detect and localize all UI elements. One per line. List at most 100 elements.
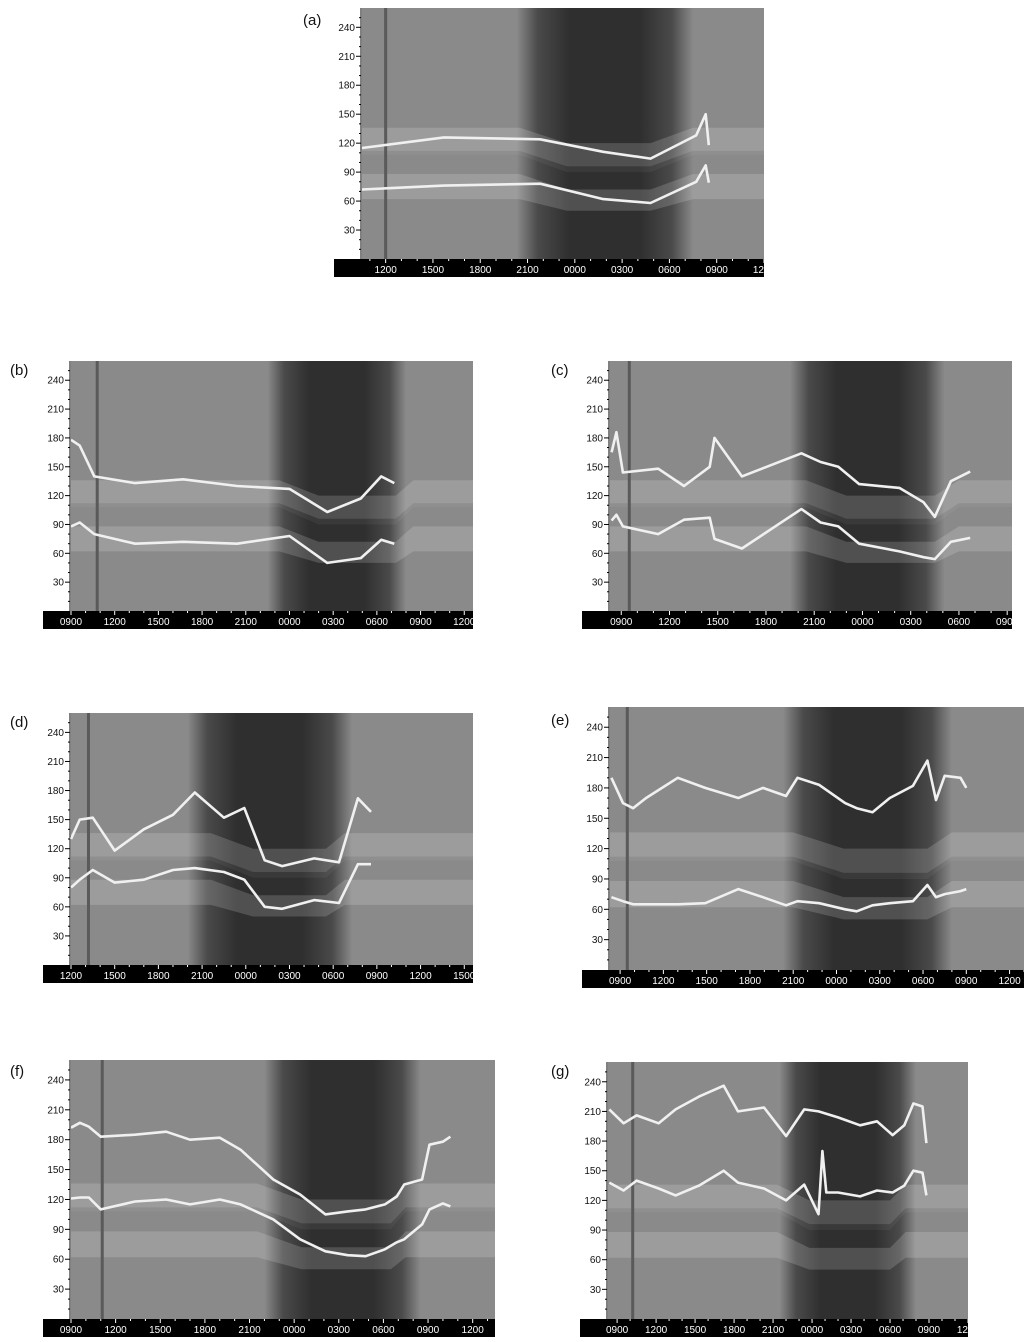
- series-line-1: [70, 862, 371, 911]
- x-tick-label: 1500: [453, 971, 473, 982]
- series-line-1: [610, 507, 971, 561]
- series-line-1: [70, 521, 395, 565]
- panel-c: 30 60 90 120 150 180 210 240 0900 1200 1500 1800 210…: [582, 361, 1019, 629]
- reference-band-0: [610, 480, 1012, 519]
- panel-a: 30 60 90 120 150 180 210 240 1200 1500 1800 2100 000…: [334, 8, 776, 277]
- chart-a: 30 60 90 120 150 180 210 240 1200 1500 1800 2100 000…: [334, 8, 776, 277]
- series-line-0: [69, 791, 372, 868]
- x-tick-label: 1800: [755, 617, 778, 628]
- reference-band-2: [71, 879, 473, 917]
- y-tick-label: 210: [47, 757, 64, 768]
- y-axis-strip: [43, 1060, 71, 1319]
- x-tick-label: 0000: [801, 1325, 824, 1336]
- panel-b: 30 60 90 120 150 180 210 240 0900 1200 1500 1800 210…: [43, 361, 476, 629]
- x-tick-label: 1800: [194, 1325, 217, 1336]
- y-tick-label: 30: [344, 226, 356, 237]
- panel-label-f: (f): [10, 1063, 25, 1080]
- x-tick-label: 0300: [278, 971, 301, 982]
- x-tick-label: 0600: [372, 1325, 395, 1336]
- x-tick-label: 2100: [762, 1325, 785, 1336]
- y-tick-label: 210: [586, 405, 603, 416]
- y-tick-label: 30: [53, 931, 65, 942]
- panel-label-g: (g): [551, 1063, 570, 1080]
- x-axis-strip: [610, 970, 1024, 988]
- reference-band-0: [608, 1184, 968, 1225]
- x-tick-label: 0900: [955, 976, 978, 987]
- y-tick-label: 90: [53, 520, 65, 531]
- y-tick-label: 60: [592, 905, 604, 916]
- y-axis-strip: [43, 713, 71, 965]
- y-tick-label: 180: [47, 1135, 64, 1146]
- series-line-0: [610, 759, 968, 814]
- chart-b: 30 60 90 120 150 180 210 240 0900 1200 1500 1800 210…: [43, 361, 476, 629]
- series-line-0: [70, 1121, 452, 1216]
- x-axis-strip: [362, 259, 764, 277]
- panel-label-a: (a): [303, 12, 322, 29]
- y-tick-label: 150: [586, 462, 603, 473]
- y-tick-label: 180: [584, 1137, 601, 1148]
- y-tick-label: 90: [592, 874, 604, 885]
- y-tick-label: 90: [592, 520, 604, 531]
- x-axis-strip: [610, 611, 1012, 629]
- reference-band-2: [71, 526, 473, 563]
- x-tick-label: 0300: [611, 265, 634, 276]
- y-tick-label: 120: [586, 491, 603, 502]
- y-tick-label: 60: [53, 549, 65, 560]
- y-tick-label: 150: [338, 110, 355, 121]
- x-tick-label: 0900: [918, 1325, 941, 1336]
- chart-c: 30 60 90 120 150 180 210 240 0900 1200 1500 1800 210…: [582, 361, 1019, 629]
- reference-band-1: [71, 1207, 495, 1230]
- x-tick-label: 2100: [803, 617, 826, 628]
- series-line-1: [610, 883, 967, 913]
- x-tick-label: 1200: [957, 1325, 968, 1336]
- panel-d: 30 60 90 120 150 180 210 240 1200 1500 1800 2100 000…: [43, 713, 476, 983]
- y-tick-label: 30: [53, 1285, 65, 1296]
- x-tick-label: 0300: [869, 976, 892, 987]
- x-tick-label: 0300: [840, 1325, 863, 1336]
- chart-e: 30 60 90 120 150 180 210 240 0900 1200 1500 1800 210…: [582, 707, 1024, 988]
- x-tick-label: 0900: [60, 1325, 83, 1336]
- x-tick-label: 2100: [238, 1325, 261, 1336]
- y-tick-label: 210: [47, 405, 64, 416]
- reference-band-1: [610, 856, 1024, 879]
- y-tick-label: 120: [338, 139, 355, 150]
- x-tick-label: 2100: [235, 617, 258, 628]
- y-tick-label: 60: [590, 1255, 602, 1266]
- y-tick-label: 90: [53, 1225, 65, 1236]
- x-tick-label: 0900: [609, 976, 632, 987]
- night-shading: [783, 707, 952, 970]
- x-tick-label: 0900: [606, 1325, 629, 1336]
- y-tick-label: 210: [338, 52, 355, 63]
- x-tick-label: 1200: [105, 1325, 128, 1336]
- x-tick-label: 1500: [696, 976, 719, 987]
- x-axis-strip: [71, 965, 473, 983]
- reference-band-1: [610, 503, 1012, 525]
- series-line-1: [70, 1196, 451, 1258]
- y-tick-label: 240: [47, 1075, 64, 1086]
- x-tick-label: 1200: [645, 1325, 668, 1336]
- x-tick-label: 1200: [658, 617, 681, 628]
- reference-band-1: [71, 503, 473, 525]
- y-axis-strip: [582, 707, 610, 970]
- y-tick-label: 210: [584, 1107, 601, 1118]
- y-tick-label: 150: [47, 815, 64, 826]
- chart-f: 30 60 90 120 150 180 210 240 0900 1200 1500 1800 210…: [43, 1060, 495, 1337]
- x-tick-label: 0600: [879, 1325, 902, 1336]
- y-tick-label: 120: [47, 1195, 64, 1206]
- y-tick-label: 240: [586, 376, 603, 387]
- reference-band-1: [608, 1208, 968, 1231]
- x-tick-label: 0000: [278, 617, 301, 628]
- x-tick-label: 1200: [753, 265, 764, 276]
- y-tick-label: 60: [592, 549, 604, 560]
- x-tick-label: 1800: [191, 617, 214, 628]
- x-tick-label: 1200: [652, 976, 675, 987]
- y-tick-label: 240: [586, 723, 603, 734]
- reference-band-1: [71, 856, 473, 878]
- x-tick-label: 0000: [825, 976, 848, 987]
- y-tick-label: 150: [47, 462, 64, 473]
- y-axis-strip: [582, 361, 610, 611]
- chart-d: 30 60 90 120 150 180 210 240 1200 1500 1800 2100 000…: [43, 713, 476, 983]
- x-tick-label: 1500: [104, 971, 127, 982]
- x-tick-label: 2100: [782, 976, 805, 987]
- x-tick-label: 1500: [684, 1325, 707, 1336]
